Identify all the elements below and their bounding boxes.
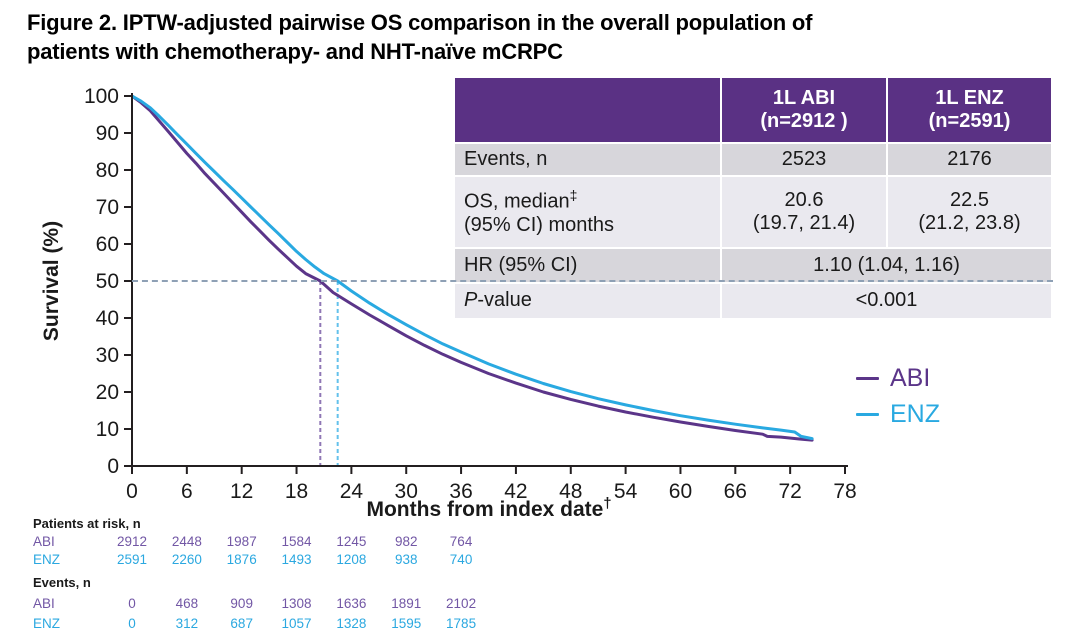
y-tick-label: 90: [96, 122, 119, 145]
risk-value: 2102: [446, 596, 477, 611]
risk-value: 1636: [336, 596, 367, 611]
patients-at-risk-header: Patients at risk, n: [33, 516, 141, 531]
risk-value: 1987: [226, 534, 257, 549]
x-tick-label: 24: [340, 480, 364, 503]
os-double-dagger: ‡: [569, 186, 578, 203]
events-row-abi: ABI 0 468 909 1308 1636 1891 2102: [33, 596, 477, 611]
risk-value: 1595: [391, 616, 422, 631]
at-risk-row-enz: ENZ 2591 2260 1876 1493 1208 938 740: [33, 552, 473, 567]
y-axis-title: Survival (%): [40, 221, 64, 341]
stats-header-abi: 1L ABI (n=2912 ): [722, 78, 886, 142]
events-header: Events, n: [33, 575, 91, 590]
x-axis-title: Months from index date†: [366, 496, 611, 522]
hr-row-label: HR (95% CI): [455, 249, 720, 282]
enz-header-line1: 1L ENZ: [935, 86, 1004, 109]
risk-value: 1308: [281, 596, 312, 611]
y-axis-title-text: Survival (%): [40, 220, 63, 342]
x-tick-label: 66: [724, 480, 747, 503]
at-risk-row-abi: ABI 2912 2448 1987 1584 1245 982 764: [33, 534, 473, 549]
pvalue-value: <0.001: [722, 284, 1051, 318]
abi-header-line1: 1L ABI: [772, 86, 836, 109]
risk-value: 1891: [391, 596, 422, 611]
legend: ABI ENZ: [856, 360, 940, 432]
y-tick-label: 20: [96, 381, 119, 404]
legend-abi-label: ABI: [890, 363, 931, 392]
risk-value: 2912: [116, 534, 148, 549]
risk-value: 312: [175, 616, 199, 631]
y-tick-label: 60: [96, 233, 119, 256]
risk-value: 740: [449, 552, 473, 567]
risk-value: 2591: [116, 552, 148, 567]
hr-value: 1.10 (1.04, 1.16): [722, 249, 1051, 282]
risk-value: 1584: [281, 534, 312, 549]
risk-value: 0: [128, 596, 136, 611]
pvalue-row-label: P-value: [455, 284, 720, 318]
x-tick-label: 18: [285, 480, 308, 503]
x-axis-dagger: †: [603, 496, 612, 512]
x-tick-label: 12: [230, 480, 253, 503]
y-tick-label: 100: [84, 85, 119, 108]
x-tick-label: 54: [614, 480, 638, 503]
risk-value: 2260: [171, 552, 202, 567]
risk-value: 1876: [226, 552, 257, 567]
risk-value: 0: [128, 616, 136, 631]
x-tick-label: 42: [504, 480, 527, 503]
x-tick-label: 6: [181, 480, 193, 503]
legend-item-enz: ENZ: [856, 396, 940, 432]
x-tick-label: 0: [126, 480, 138, 503]
events-abi-value: 2523: [722, 144, 886, 175]
os-row-label: OS, median‡ (95% CI) months: [455, 177, 720, 247]
risk-value: 1208: [336, 552, 367, 567]
figure-title-line1: Figure 2. IPTW-adjusted pairwise OS comp…: [27, 10, 813, 35]
y-tick-label: 0: [107, 455, 119, 478]
x-tick-label: 30: [395, 480, 418, 503]
y-tick-label: 30: [96, 344, 119, 367]
x-axis-title-text: Months from index date: [366, 498, 604, 521]
events-row-enz: ENZ 0 312 687 1057 1328 1595 1785: [33, 616, 477, 631]
events-enz-value: 2176: [888, 144, 1051, 175]
enz-line-swatch: [856, 412, 879, 416]
x-tick-label: 78: [833, 480, 856, 503]
risk-value: 687: [230, 616, 253, 631]
risk-value: 982: [394, 534, 418, 549]
x-tick-label: 72: [778, 480, 801, 503]
legend-item-abi: ABI: [856, 360, 940, 396]
y-tick-label: 40: [96, 307, 119, 330]
risk-value: 1057: [281, 616, 312, 631]
x-tick-label: 48: [559, 480, 582, 503]
y-tick-label: 50: [96, 270, 119, 293]
y-tick-label: 70: [96, 196, 119, 219]
abi-header-line2: (n=2912 ): [760, 110, 848, 132]
stats-header-empty: [455, 78, 720, 142]
x-tick-label: 60: [669, 480, 692, 503]
y-tick-label: 80: [96, 159, 119, 182]
risk-value: 468: [175, 596, 199, 611]
enz-header-line2: (n=2591): [928, 110, 1011, 132]
figure-title: Figure 2. IPTW-adjusted pairwise OS comp…: [27, 8, 1073, 66]
risk-value: 909: [230, 596, 253, 611]
risk-value: 1785: [446, 616, 477, 631]
risk-value: 1245: [336, 534, 367, 549]
stats-header-enz: 1L ENZ (n=2591): [888, 78, 1051, 142]
x-tick-label: 36: [449, 480, 472, 503]
median-50pct-dashed-line: [132, 280, 1053, 282]
risk-value: 938: [394, 552, 418, 567]
y-tick-label: 10: [96, 418, 119, 441]
abi-line-swatch: [856, 376, 879, 380]
legend-enz-label: ENZ: [890, 399, 940, 428]
km-curve-abi: [130, 94, 814, 442]
risk-value: 2448: [171, 534, 202, 549]
events-row-label: Events, n: [455, 144, 720, 175]
risk-value: 764: [449, 534, 473, 549]
risk-value: 1328: [336, 616, 367, 631]
risk-value: 1493: [281, 552, 312, 567]
os-abi-value: 20.6 (19.7, 21.4): [722, 177, 886, 247]
stats-table: 1L ABI (n=2912 ) 1L ENZ (n=2591) Events,…: [455, 78, 1053, 318]
figure-title-line2: patients with chemotherapy- and NHT-naïv…: [27, 39, 563, 64]
os-enz-value: 22.5 (21.2, 23.8): [888, 177, 1051, 247]
